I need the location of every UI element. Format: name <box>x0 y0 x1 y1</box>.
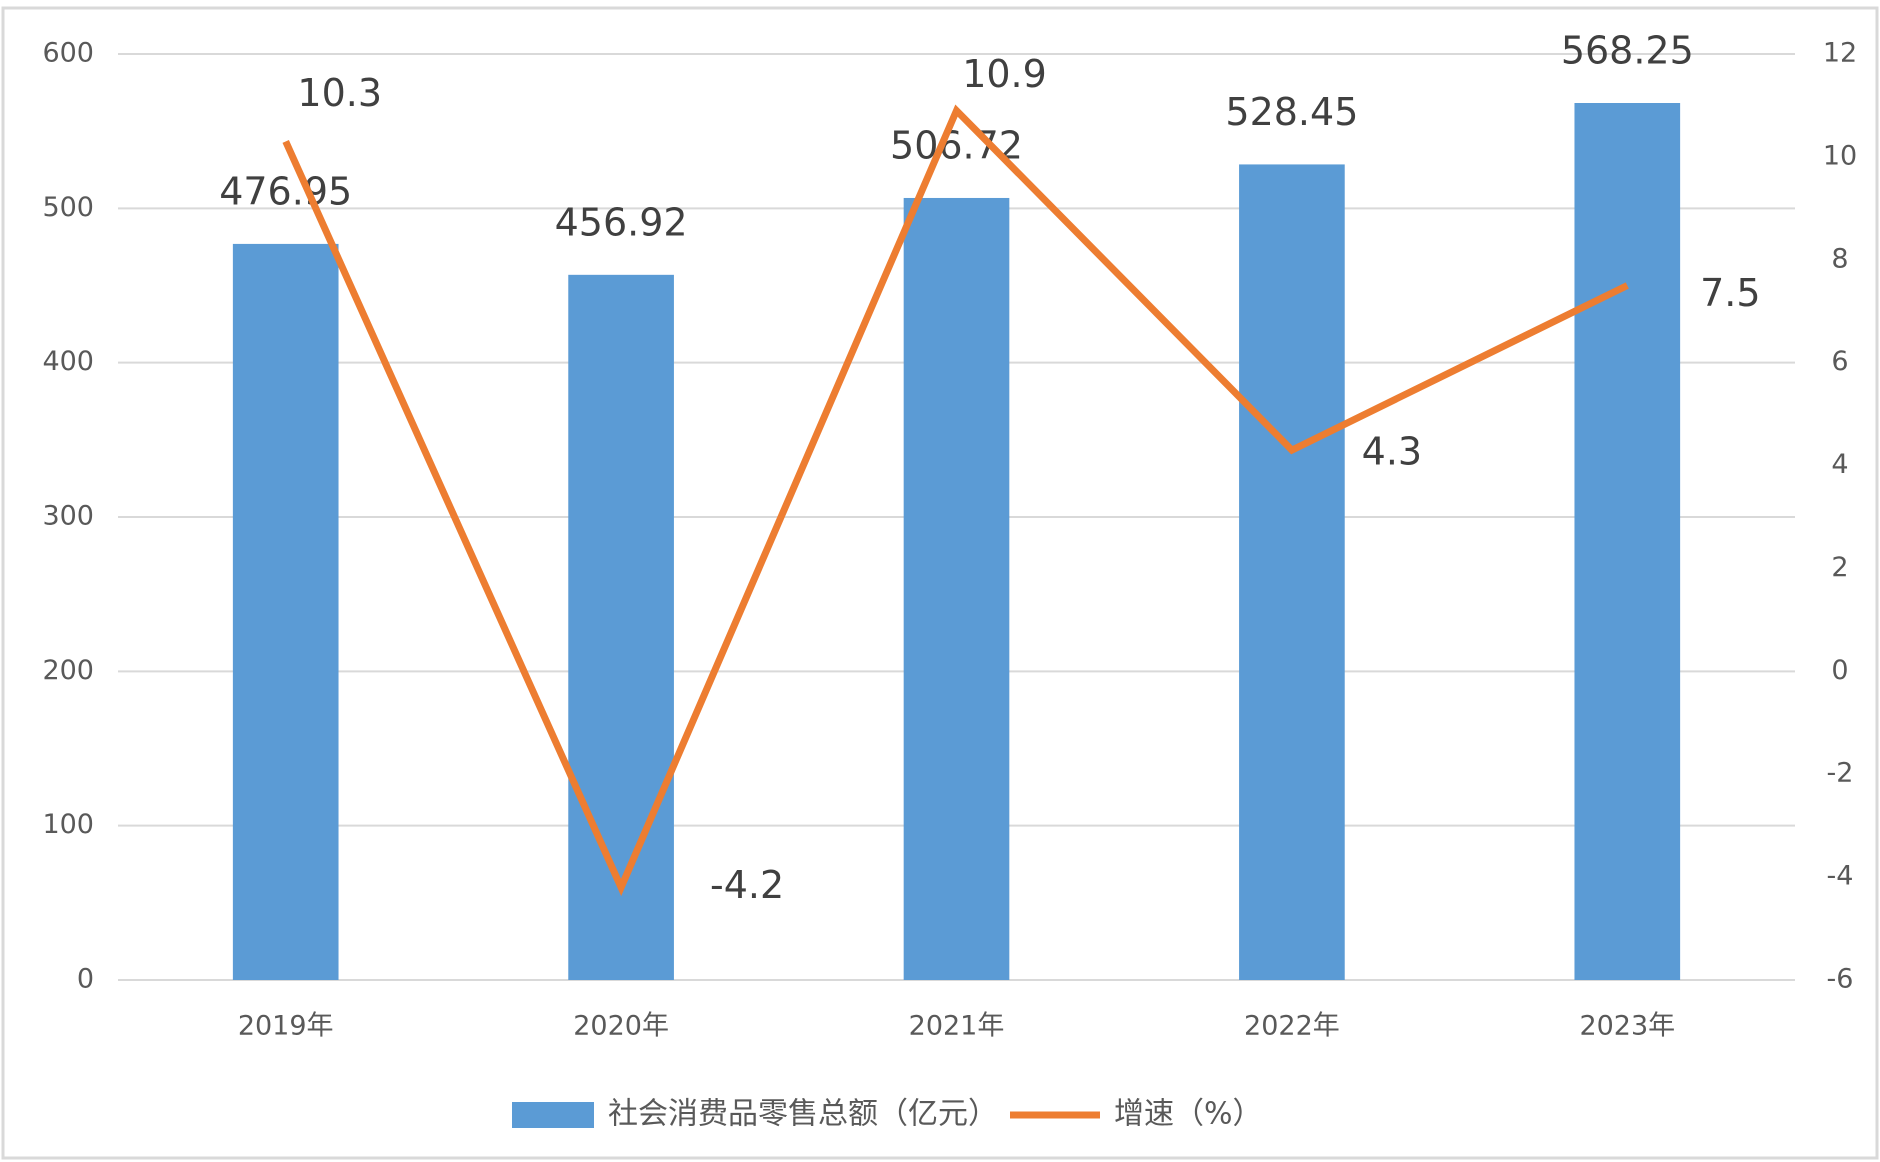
y2-tick-label: 10 <box>1823 140 1857 171</box>
x-tick-label: 2019年 <box>238 1011 334 1042</box>
legend-swatch <box>512 1102 594 1128</box>
y2-tick-label: -6 <box>1827 964 1854 995</box>
y2-tick-label: -4 <box>1827 861 1854 892</box>
data-label: -4.2 <box>710 863 784 907</box>
data-label: 528.45 <box>1225 90 1358 134</box>
bar <box>1239 164 1345 980</box>
legend-label: 增速（%） <box>1114 1097 1263 1132</box>
data-label: 476.95 <box>219 169 352 213</box>
x-tick-label: 2022年 <box>1244 1011 1340 1042</box>
y-tick-label: 300 <box>42 501 94 532</box>
bar <box>568 274 674 980</box>
bar <box>1574 103 1681 980</box>
data-label: 568.25 <box>1561 29 1694 73</box>
data-label: 7.5 <box>1700 271 1760 315</box>
y-tick-label: 400 <box>42 346 94 377</box>
y-tick-label: 200 <box>42 655 94 686</box>
y2-tick-label: 8 <box>1831 243 1848 274</box>
y2-tick-label: 4 <box>1831 449 1848 480</box>
y2-tick-label: 6 <box>1831 346 1848 377</box>
line <box>282 104 1629 897</box>
bar <box>903 197 1010 980</box>
y-tick-label: 100 <box>42 809 94 840</box>
y-tick-label: 600 <box>42 38 94 69</box>
legend-label: 社会消费品零售总额（亿元） <box>608 1097 998 1132</box>
data-label: 10.3 <box>297 71 382 115</box>
x-tick-label: 2023年 <box>1579 1011 1675 1042</box>
y2-tick-label: 2 <box>1831 552 1848 583</box>
y-tick-label: 500 <box>42 192 94 223</box>
y2-tick-label: 12 <box>1823 38 1857 69</box>
y-tick-label: 0 <box>77 964 94 995</box>
x-tick-label: 2021年 <box>909 1011 1005 1042</box>
data-label: 10.9 <box>962 52 1047 96</box>
y2-tick-label: 0 <box>1831 655 1848 686</box>
bar <box>232 243 339 980</box>
data-label: 4.3 <box>1362 430 1422 474</box>
y2-tick-label: -2 <box>1827 758 1854 789</box>
data-label: 456.92 <box>555 200 688 244</box>
x-tick-label: 2020年 <box>573 1011 669 1042</box>
